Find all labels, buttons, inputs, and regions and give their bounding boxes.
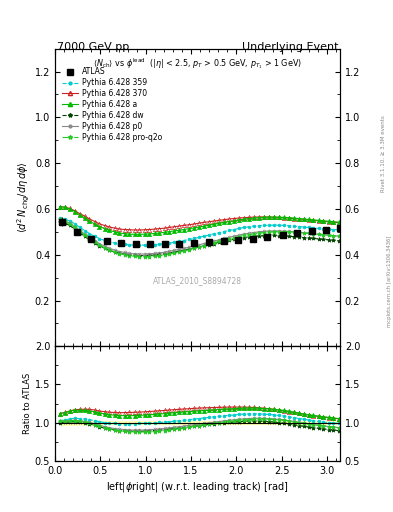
Line: Pythia 6.428 a: Pythia 6.428 a <box>57 205 341 237</box>
Pythia 6.428 p0 <box>137 251 142 257</box>
Pythia 6.428 370 <box>57 204 62 210</box>
Line: Pythia 6.428 p0: Pythia 6.428 p0 <box>58 218 340 255</box>
Pythia 6.428 pro-q2o <box>251 231 256 237</box>
Pythia 6.428 dw <box>73 226 77 232</box>
Pythia 6.428 p0 <box>336 233 341 239</box>
Pythia 6.428 a <box>257 215 261 221</box>
Pythia 6.428 pro-q2o <box>73 224 77 230</box>
Line: Pythia 6.428 dw: Pythia 6.428 dw <box>57 220 341 258</box>
Legend: ATLAS, Pythia 6.428 359, Pythia 6.428 370, Pythia 6.428 a, Pythia 6.428 dw, Pyth: ATLAS, Pythia 6.428 359, Pythia 6.428 37… <box>62 68 162 142</box>
Pythia 6.428 370 <box>251 214 256 220</box>
Line: Pythia 6.428 359: Pythia 6.428 359 <box>58 217 340 246</box>
Y-axis label: $\langle d^2\,N_{\rm chg}/d\eta\,d\phi\rangle$: $\langle d^2\,N_{\rm chg}/d\eta\,d\phi\r… <box>16 162 32 233</box>
Pythia 6.428 pro-q2o <box>57 216 62 222</box>
Pythia 6.428 a <box>251 215 256 221</box>
Pythia 6.428 a <box>67 206 72 212</box>
Pythia 6.428 dw <box>182 247 186 253</box>
Pythia 6.428 359 <box>336 227 341 233</box>
Pythia 6.428 359 <box>67 218 72 224</box>
Pythia 6.428 dw <box>57 219 62 225</box>
Pythia 6.428 370 <box>73 208 77 214</box>
Y-axis label: Ratio to ATLAS: Ratio to ATLAS <box>23 373 32 434</box>
Pythia 6.428 a <box>137 231 142 238</box>
Pythia 6.428 p0 <box>182 245 186 251</box>
Pythia 6.428 p0 <box>132 251 137 257</box>
Pythia 6.428 a <box>336 219 341 225</box>
Pythia 6.428 a <box>182 226 186 232</box>
Text: 7000 GeV pp: 7000 GeV pp <box>57 42 129 52</box>
Pythia 6.428 pro-q2o <box>132 253 137 260</box>
Pythia 6.428 a <box>132 231 137 238</box>
Text: ATLAS_2010_S8894728: ATLAS_2010_S8894728 <box>153 276 242 285</box>
Pythia 6.428 359 <box>182 238 186 244</box>
Pythia 6.428 p0 <box>67 220 72 226</box>
Pythia 6.428 p0 <box>251 229 256 236</box>
Pythia 6.428 p0 <box>57 216 62 222</box>
Pythia 6.428 pro-q2o <box>67 221 72 227</box>
Text: mcplots.cern.ch [arXiv:1306.3436]: mcplots.cern.ch [arXiv:1306.3436] <box>387 236 391 327</box>
Pythia 6.428 dw <box>251 233 256 240</box>
Pythia 6.428 370 <box>336 220 341 226</box>
Pythia 6.428 pro-q2o <box>336 233 341 239</box>
Pythia 6.428 370 <box>67 205 72 211</box>
Pythia 6.428 359 <box>137 242 142 248</box>
Line: Pythia 6.428 370: Pythia 6.428 370 <box>57 205 341 232</box>
Pythia 6.428 p0 <box>257 229 261 235</box>
Pythia 6.428 370 <box>132 227 137 233</box>
Pythia 6.428 pro-q2o <box>142 254 147 260</box>
Pythia 6.428 359 <box>57 215 62 221</box>
Pythia 6.428 dw <box>257 233 261 239</box>
Pythia 6.428 359 <box>73 221 77 227</box>
Pythia 6.428 370 <box>182 222 186 228</box>
X-axis label: left$|\phi$right$|$ (w.r.t. leading track) [rad]: left$|\phi$right$|$ (w.r.t. leading trac… <box>106 480 289 494</box>
Pythia 6.428 370 <box>137 227 142 233</box>
Pythia 6.428 a <box>73 208 77 215</box>
Pythia 6.428 a <box>57 204 62 210</box>
Pythia 6.428 p0 <box>73 224 77 230</box>
Pythia 6.428 dw <box>137 252 142 259</box>
Pythia 6.428 dw <box>132 252 137 259</box>
Pythia 6.428 pro-q2o <box>257 230 261 236</box>
Text: Underlying Event: Underlying Event <box>242 42 339 52</box>
Pythia 6.428 dw <box>336 238 341 244</box>
Pythia 6.428 359 <box>251 223 256 229</box>
Pythia 6.428 370 <box>257 214 261 220</box>
Pythia 6.428 359 <box>132 242 137 248</box>
Text: Rivet 3.1.10, ≥ 3.3M events: Rivet 3.1.10, ≥ 3.3M events <box>381 115 386 192</box>
Pythia 6.428 dw <box>67 222 72 228</box>
Text: $\langle N_{\rm ch}\rangle$ vs $\phi^{\rm lead}$  ($|\eta|$ < 2.5, $p_T$ > 0.5 G: $\langle N_{\rm ch}\rangle$ vs $\phi^{\r… <box>93 56 302 71</box>
Pythia 6.428 359 <box>257 223 261 229</box>
Line: Pythia 6.428 pro-q2o: Pythia 6.428 pro-q2o <box>57 217 341 259</box>
Pythia 6.428 pro-q2o <box>182 248 186 254</box>
